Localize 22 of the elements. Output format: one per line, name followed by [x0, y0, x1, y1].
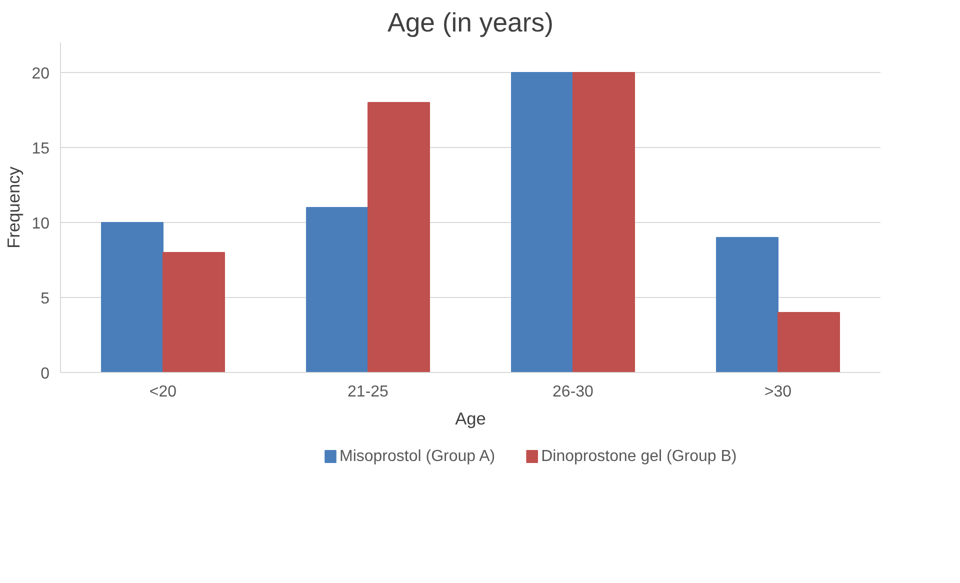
- y-tick-label: 5: [40, 290, 50, 308]
- chart-title: Age (in years): [388, 8, 554, 38]
- y-tick-label: 10: [32, 216, 50, 232]
- bar: [368, 102, 430, 372]
- bar: [162, 252, 225, 372]
- y-axis-title: Frequency: [4, 166, 24, 248]
- legend-label: Misoprostol (Group A): [340, 448, 496, 465]
- bar: [716, 237, 778, 372]
- bar: [572, 72, 635, 372]
- bar: [306, 207, 368, 372]
- x-tick-label: 21-25: [348, 384, 389, 400]
- bar: [101, 222, 164, 372]
- bar: [511, 72, 574, 372]
- y-tick-label: 15: [32, 140, 50, 158]
- x-tick-label: <20: [149, 384, 177, 400]
- x-tick-label: 26-30: [552, 384, 594, 400]
- x-axis-title: Age: [455, 408, 486, 428]
- bar: [778, 312, 840, 372]
- legend-label: Dinoprostone gel (Group B): [541, 448, 737, 465]
- x-tick-label: >30: [764, 384, 792, 400]
- y-tick-label: 20: [32, 66, 50, 82]
- y-tick-label: 0: [40, 366, 50, 382]
